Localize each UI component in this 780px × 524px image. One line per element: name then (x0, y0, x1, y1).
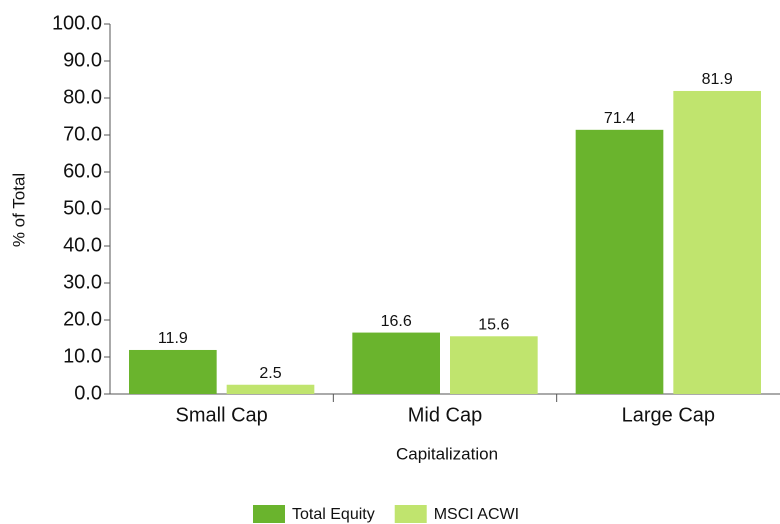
y-tick-label: 50.0 (63, 197, 102, 219)
x-tick-label: Mid Cap (408, 404, 482, 426)
bar (575, 129, 664, 394)
data-label: 15.6 (478, 316, 509, 333)
x-tick-label: Small Cap (176, 404, 268, 426)
y-tick-label: 90.0 (63, 49, 102, 71)
bar (129, 349, 217, 394)
data-label: 16.6 (381, 313, 412, 330)
y-tick-label: 20.0 (63, 308, 102, 330)
y-tick-label: 10.0 (63, 345, 102, 367)
legend-label: Total Equity (292, 506, 375, 523)
y-tick-label: 40.0 (63, 234, 102, 256)
legend-swatch (253, 505, 285, 523)
bar (673, 90, 761, 394)
y-tick-label: 60.0 (63, 160, 102, 182)
x-tick-label: Large Cap (622, 404, 715, 426)
bar (226, 384, 315, 394)
y-axis-label: % of Total (9, 173, 28, 247)
data-label: 11.9 (158, 330, 188, 347)
legend-swatch (394, 505, 427, 523)
y-tick-label: 70.0 (63, 123, 102, 145)
y-tick-label: 100.0 (52, 12, 102, 34)
x-axis-label: Capitalization (396, 444, 498, 463)
y-tick-label: 80.0 (63, 86, 102, 108)
y-tick-label: 30.0 (63, 271, 102, 293)
legend-label: MSCI ACWI (434, 506, 519, 523)
data-label: 71.4 (604, 110, 635, 127)
data-label: 81.9 (702, 71, 733, 88)
bar (352, 332, 440, 394)
data-label: 2.5 (259, 365, 281, 382)
y-tick-label: 0.0 (74, 382, 102, 404)
bar (450, 336, 538, 394)
